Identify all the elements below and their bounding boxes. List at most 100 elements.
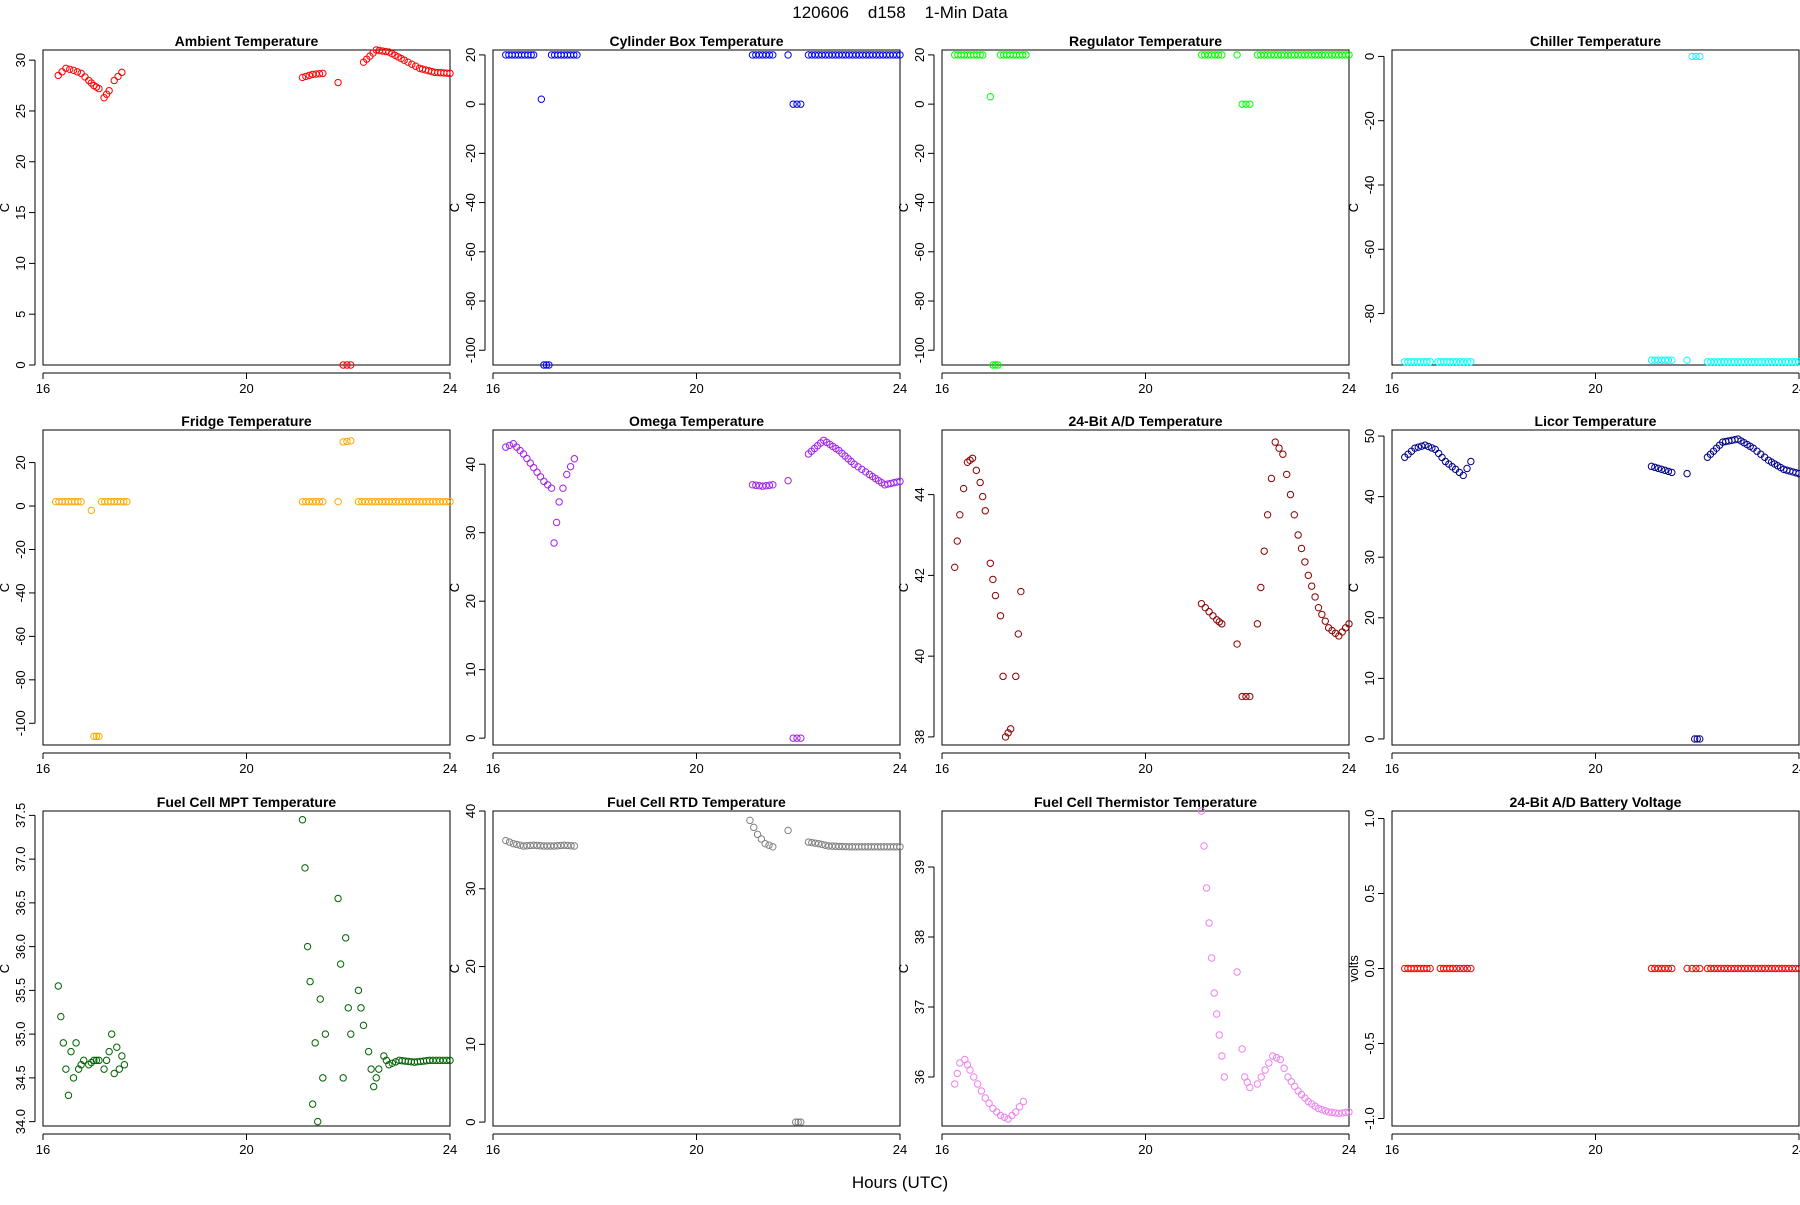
data-point bbox=[1668, 356, 1676, 364]
y-tick-label: -60 bbox=[463, 242, 478, 261]
data-point bbox=[976, 51, 984, 59]
y-tick-label: -40 bbox=[1362, 176, 1377, 195]
y-tick-label: 0.0 bbox=[1362, 959, 1377, 977]
x-tick-label: 20 bbox=[1588, 381, 1602, 396]
data-point bbox=[1301, 558, 1309, 566]
data-point bbox=[1426, 358, 1434, 366]
data-point bbox=[505, 441, 514, 450]
y-axis-label: C bbox=[447, 203, 462, 212]
y-tick-label: 0.5 bbox=[1362, 884, 1377, 902]
y-tick-label: 15 bbox=[13, 205, 28, 219]
panel-title: Cylinder Box Temperature bbox=[609, 33, 783, 49]
data-point bbox=[1423, 358, 1431, 366]
data-point bbox=[1201, 603, 1209, 612]
data-point bbox=[1282, 470, 1291, 479]
data-point bbox=[1307, 582, 1316, 590]
x-tick-label: 24 bbox=[1792, 1142, 1800, 1157]
data-points bbox=[951, 807, 1353, 1123]
data-point bbox=[542, 361, 551, 369]
data-point bbox=[1253, 1080, 1262, 1088]
data-point bbox=[573, 51, 581, 59]
data-point bbox=[344, 1004, 352, 1012]
data-point bbox=[1688, 964, 1696, 973]
data-point bbox=[537, 95, 546, 103]
y-tick-label: 20 bbox=[463, 594, 478, 608]
y-axis-label: C bbox=[447, 964, 462, 973]
y-tick-label: 0 bbox=[912, 101, 927, 108]
data-point bbox=[784, 826, 792, 835]
data-point bbox=[1218, 620, 1226, 628]
data-point bbox=[765, 481, 774, 489]
panel-fuel-cell-thermistor-temperature: Fuel Cell Thermistor Temperature 16 20 24 36… bbox=[896, 794, 1356, 1157]
data-point bbox=[959, 484, 968, 493]
x-tick-label: 24 bbox=[1342, 381, 1356, 396]
data-point bbox=[81, 73, 89, 81]
data-point bbox=[59, 1039, 68, 1047]
data-point bbox=[804, 838, 813, 846]
x-tick-label: 16 bbox=[486, 1142, 500, 1157]
data-point bbox=[1238, 100, 1246, 108]
data-point bbox=[372, 1074, 380, 1082]
data-point bbox=[951, 1080, 959, 1088]
data-point bbox=[1242, 100, 1250, 108]
panel-title: Fuel Cell MPT Temperature bbox=[157, 794, 337, 810]
data-point bbox=[533, 468, 541, 476]
data-point bbox=[1022, 51, 1030, 59]
y-tick-label: 30 bbox=[463, 882, 478, 896]
data-point bbox=[858, 465, 866, 474]
data-point bbox=[769, 843, 777, 851]
data-point bbox=[342, 934, 350, 942]
data-point bbox=[1647, 462, 1656, 471]
data-point bbox=[570, 455, 579, 463]
data-point bbox=[311, 1039, 319, 1047]
data-point bbox=[334, 78, 342, 87]
data-point bbox=[996, 612, 1005, 620]
x-tick-label: 24 bbox=[1792, 381, 1800, 396]
y-axis-label: C bbox=[896, 964, 911, 973]
y-tick-label: -1.0 bbox=[1362, 1107, 1377, 1129]
panel-ambient-temperature: Ambient Temperature 16 20 24 0 5 10 15 20 25 30 C bbox=[0, 33, 457, 396]
plot-frame bbox=[1391, 49, 1800, 366]
data-point bbox=[92, 732, 101, 741]
data-point bbox=[102, 1056, 111, 1065]
data-point bbox=[1321, 617, 1329, 625]
y-tick-label: 34.5 bbox=[13, 1065, 28, 1090]
data-point bbox=[92, 1056, 101, 1065]
data-point bbox=[343, 437, 351, 446]
y-tick-label: -20 bbox=[13, 540, 28, 559]
data-point bbox=[570, 51, 578, 59]
y-tick-label: 37.5 bbox=[13, 803, 28, 828]
x-tick-label: 16 bbox=[1385, 1142, 1399, 1157]
plot-frame bbox=[1391, 429, 1800, 746]
data-point bbox=[1338, 628, 1346, 636]
data-point bbox=[1341, 1108, 1350, 1117]
data-point bbox=[797, 1118, 805, 1126]
panel-fridge-temperature: Fridge Temperature 16 20 24 -100 -80 -60 -40 -20… bbox=[0, 413, 457, 776]
y-axis-label: C bbox=[896, 583, 911, 592]
data-point bbox=[1287, 1077, 1296, 1086]
data-point bbox=[567, 842, 575, 850]
data-point bbox=[1218, 51, 1226, 59]
data-points bbox=[502, 816, 904, 1126]
data-point bbox=[757, 835, 766, 843]
data-point bbox=[69, 1074, 78, 1082]
data-point bbox=[956, 511, 964, 519]
data-point bbox=[1424, 442, 1433, 451]
data-point bbox=[970, 1073, 978, 1081]
data-point bbox=[314, 1117, 322, 1126]
data-point bbox=[1345, 51, 1353, 59]
data-point bbox=[1463, 464, 1471, 473]
y-tick-label: -80 bbox=[1362, 304, 1377, 323]
data-point bbox=[814, 839, 823, 848]
data-point bbox=[118, 68, 126, 77]
data-point bbox=[1328, 1108, 1336, 1117]
data-point bbox=[58, 68, 66, 76]
data-point bbox=[1456, 964, 1464, 973]
data-point bbox=[797, 734, 805, 742]
data-point bbox=[62, 1065, 70, 1073]
y-tick-label: 44 bbox=[912, 487, 927, 501]
data-point bbox=[1426, 964, 1434, 973]
x-tick-label: 16 bbox=[36, 761, 50, 776]
y-tick-label: -40 bbox=[463, 193, 478, 212]
